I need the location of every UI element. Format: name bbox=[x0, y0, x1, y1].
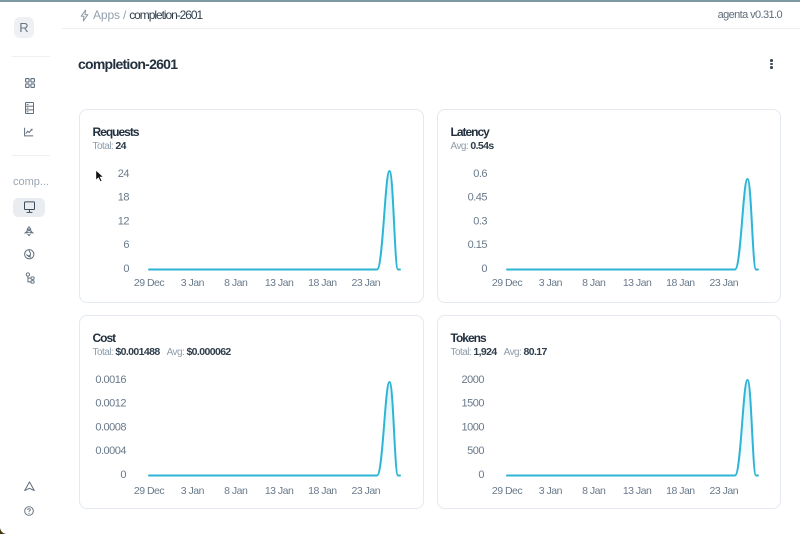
svg-text:8 Jan: 8 Jan bbox=[582, 485, 606, 497]
svg-text:23 Jan: 23 Jan bbox=[710, 485, 739, 497]
svg-text:13 Jan: 13 Jan bbox=[623, 485, 652, 497]
svg-text:0.0012: 0.0012 bbox=[95, 398, 126, 410]
svg-text:0.0004: 0.0004 bbox=[95, 445, 126, 457]
svg-text:13 Jan: 13 Jan bbox=[623, 277, 652, 289]
svg-text:8 Jan: 8 Jan bbox=[224, 277, 248, 289]
svg-text:29 Dec: 29 Dec bbox=[134, 485, 165, 497]
svg-text:23 Jan: 23 Jan bbox=[352, 485, 381, 497]
svg-text:3 Jan: 3 Jan bbox=[181, 277, 205, 289]
svg-text:0.45: 0.45 bbox=[468, 192, 488, 204]
svg-text:24: 24 bbox=[118, 168, 130, 180]
svg-text:18 Jan: 18 Jan bbox=[308, 485, 337, 497]
svg-text:0: 0 bbox=[120, 469, 126, 481]
svg-text:13 Jan: 13 Jan bbox=[265, 485, 294, 497]
svg-text:23 Jan: 23 Jan bbox=[710, 277, 739, 289]
svg-text:23 Jan: 23 Jan bbox=[352, 277, 381, 289]
svg-text:0.15: 0.15 bbox=[468, 239, 488, 251]
svg-text:8 Jan: 8 Jan bbox=[224, 485, 248, 497]
svg-text:18 Jan: 18 Jan bbox=[666, 277, 695, 289]
svg-text:0: 0 bbox=[123, 263, 129, 275]
svg-text:18: 18 bbox=[118, 192, 130, 204]
svg-text:1500: 1500 bbox=[462, 398, 485, 410]
svg-text:12: 12 bbox=[118, 215, 130, 227]
svg-text:0.3: 0.3 bbox=[473, 215, 487, 227]
svg-text:1000: 1000 bbox=[462, 421, 485, 433]
svg-text:0.0008: 0.0008 bbox=[95, 421, 126, 433]
svg-text:6: 6 bbox=[123, 239, 129, 251]
svg-text:0: 0 bbox=[481, 263, 487, 275]
svg-text:500: 500 bbox=[467, 445, 484, 457]
svg-text:8 Jan: 8 Jan bbox=[582, 277, 606, 289]
svg-text:3 Jan: 3 Jan bbox=[539, 485, 563, 497]
svg-text:0.6: 0.6 bbox=[473, 168, 487, 180]
svg-text:13 Jan: 13 Jan bbox=[265, 277, 294, 289]
svg-text:0: 0 bbox=[478, 469, 484, 481]
svg-text:3 Jan: 3 Jan bbox=[539, 277, 563, 289]
svg-text:29 Dec: 29 Dec bbox=[492, 277, 523, 289]
svg-text:2000: 2000 bbox=[462, 374, 485, 386]
svg-text:29 Dec: 29 Dec bbox=[492, 485, 523, 497]
svg-text:18 Jan: 18 Jan bbox=[666, 485, 695, 497]
svg-text:29 Dec: 29 Dec bbox=[134, 277, 165, 289]
svg-text:0.0016: 0.0016 bbox=[95, 374, 126, 386]
svg-text:18 Jan: 18 Jan bbox=[308, 277, 337, 289]
svg-text:3 Jan: 3 Jan bbox=[181, 485, 205, 497]
